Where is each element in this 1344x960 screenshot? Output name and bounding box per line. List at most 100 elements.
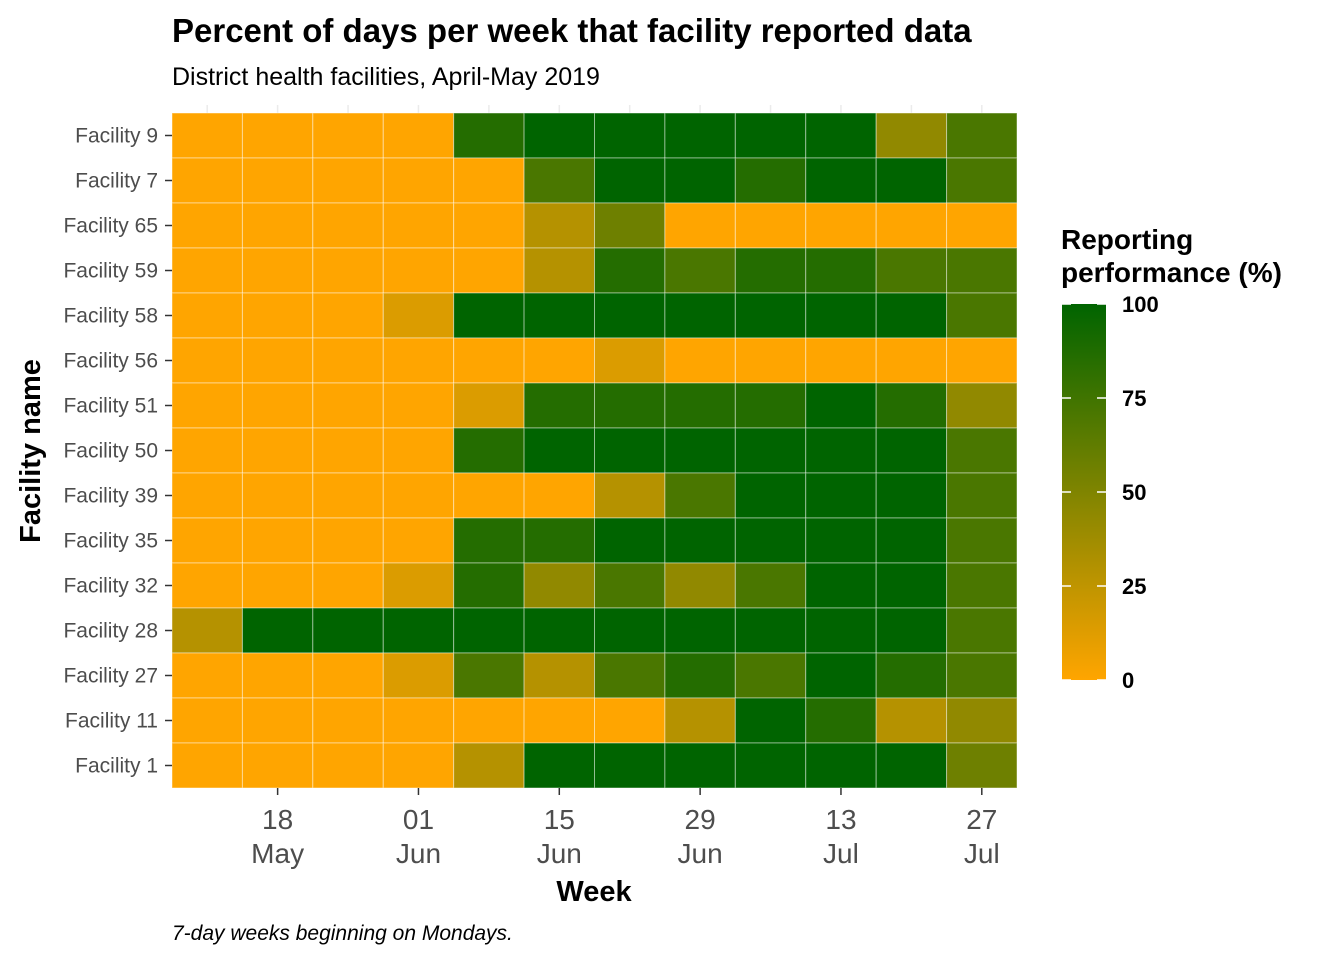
y-tick-label: Facility 51 [63,395,158,418]
heatmap-cell [594,202,666,249]
heatmap-cell [734,382,807,429]
heatmap-cell [594,742,666,789]
heatmap-cell [664,247,736,294]
legend-tick-label: 0 [1122,668,1134,693]
heatmap-cell [312,652,384,699]
heatmap-cell [664,742,736,789]
heatmap-cell [875,562,948,609]
heatmap-cell [946,742,1018,789]
heatmap-cell [664,607,736,654]
heatmap-cell [946,112,1018,159]
heatmap-cell [241,427,314,474]
heatmap-cell [946,607,1018,654]
heatmap-cell [805,427,877,474]
x-tick-label-month: Jun [396,838,441,869]
heatmap-cell [734,517,807,564]
y-tick-label: Facility 9 [75,125,158,148]
heatmap-cell [241,292,314,339]
heatmap-cell [734,562,807,609]
heatmap-cell [312,112,384,159]
heatmap-cell [241,697,314,744]
heatmap-cell [382,382,455,429]
heatmap-cell [594,652,666,699]
heatmap-cell [453,157,525,204]
heatmap-cell [453,112,525,159]
heatmap-cell [664,652,736,699]
heatmap-cell [453,337,525,384]
x-tick-label-day: 29 [685,804,716,835]
heatmap-cell [453,517,525,564]
heatmap-cell [241,652,314,699]
heatmap-cell [523,652,595,699]
legend-tick-label: 100 [1122,292,1159,317]
heatmap-cell [241,742,314,789]
heatmap-cell [171,742,243,789]
heatmap-cell [946,247,1018,294]
heatmap-cell [664,337,736,384]
heatmap-cell [241,607,314,654]
heatmap-cell [171,112,243,159]
heatmap-cell [171,697,243,744]
heatmap-cell [312,562,384,609]
heatmap-cell [875,472,948,519]
heatmap-cell [312,517,384,564]
heatmap-cell [875,337,948,384]
heatmap-cell [453,697,525,744]
heatmap-cell [805,247,877,294]
legend-title-line-1: Reporting [1061,224,1193,255]
heatmap-cell [453,247,525,294]
y-tick-label: Facility 27 [63,665,158,688]
heatmap-cell [594,382,666,429]
heatmap-cell [946,427,1018,474]
heatmap-cell [523,742,595,789]
heatmap-cell [805,292,877,339]
heatmap-cells [171,112,1018,789]
heatmap-cell [171,562,243,609]
heatmap-cell [453,607,525,654]
heatmap-cell [805,607,877,654]
heatmap-cell [312,202,384,249]
heatmap-cell [946,652,1018,699]
y-tick-label: Facility 28 [63,620,158,643]
y-tick-label: Facility 1 [75,755,158,778]
heatmap-cell [241,157,314,204]
heatmap-cell [453,382,525,429]
heatmap-cell [382,472,455,519]
legend-ticks: 100 75 50 25 0 [1062,292,1159,693]
heatmap-cell [946,562,1018,609]
y-tick-label: Facility 32 [63,575,158,598]
heatmap-cell [594,157,666,204]
heatmap-cell [171,607,243,654]
y-axis-title: Facility name [15,359,47,543]
heatmap-cell [523,112,595,159]
x-tick-label-day: 13 [825,804,856,835]
heatmap-cell [594,427,666,474]
legend: Reporting performance (%) 100 75 50 25 0 [1061,224,1282,693]
heatmap-cell [382,157,455,204]
heatmap-cell [946,292,1018,339]
y-tick-label: Facility 65 [63,215,158,238]
y-tick-label: Facility 50 [63,440,158,463]
heatmap-cell [664,472,736,519]
legend-tick-label: 75 [1122,386,1146,411]
y-tick-label: Facility 56 [63,350,158,373]
heatmap-cell [171,247,243,294]
heatmap-cell [241,382,314,429]
heatmap-cell [171,202,243,249]
heatmap-cell [734,292,807,339]
heatmap-cell [734,427,807,474]
heatmap-cell [664,112,736,159]
heatmap-cell [382,427,455,474]
heatmap-cell [523,607,595,654]
heatmap-cell [664,202,736,249]
heatmap-cell [241,202,314,249]
heatmap-cell [875,652,948,699]
heatmap-cell [805,742,877,789]
heatmap-cell [312,427,384,474]
heatmap-cell [594,697,666,744]
heatmap-cell [241,517,314,564]
heatmap-cell [523,427,595,474]
heatmap-cell [523,562,595,609]
x-tick-label-month: Jul [964,838,1000,869]
